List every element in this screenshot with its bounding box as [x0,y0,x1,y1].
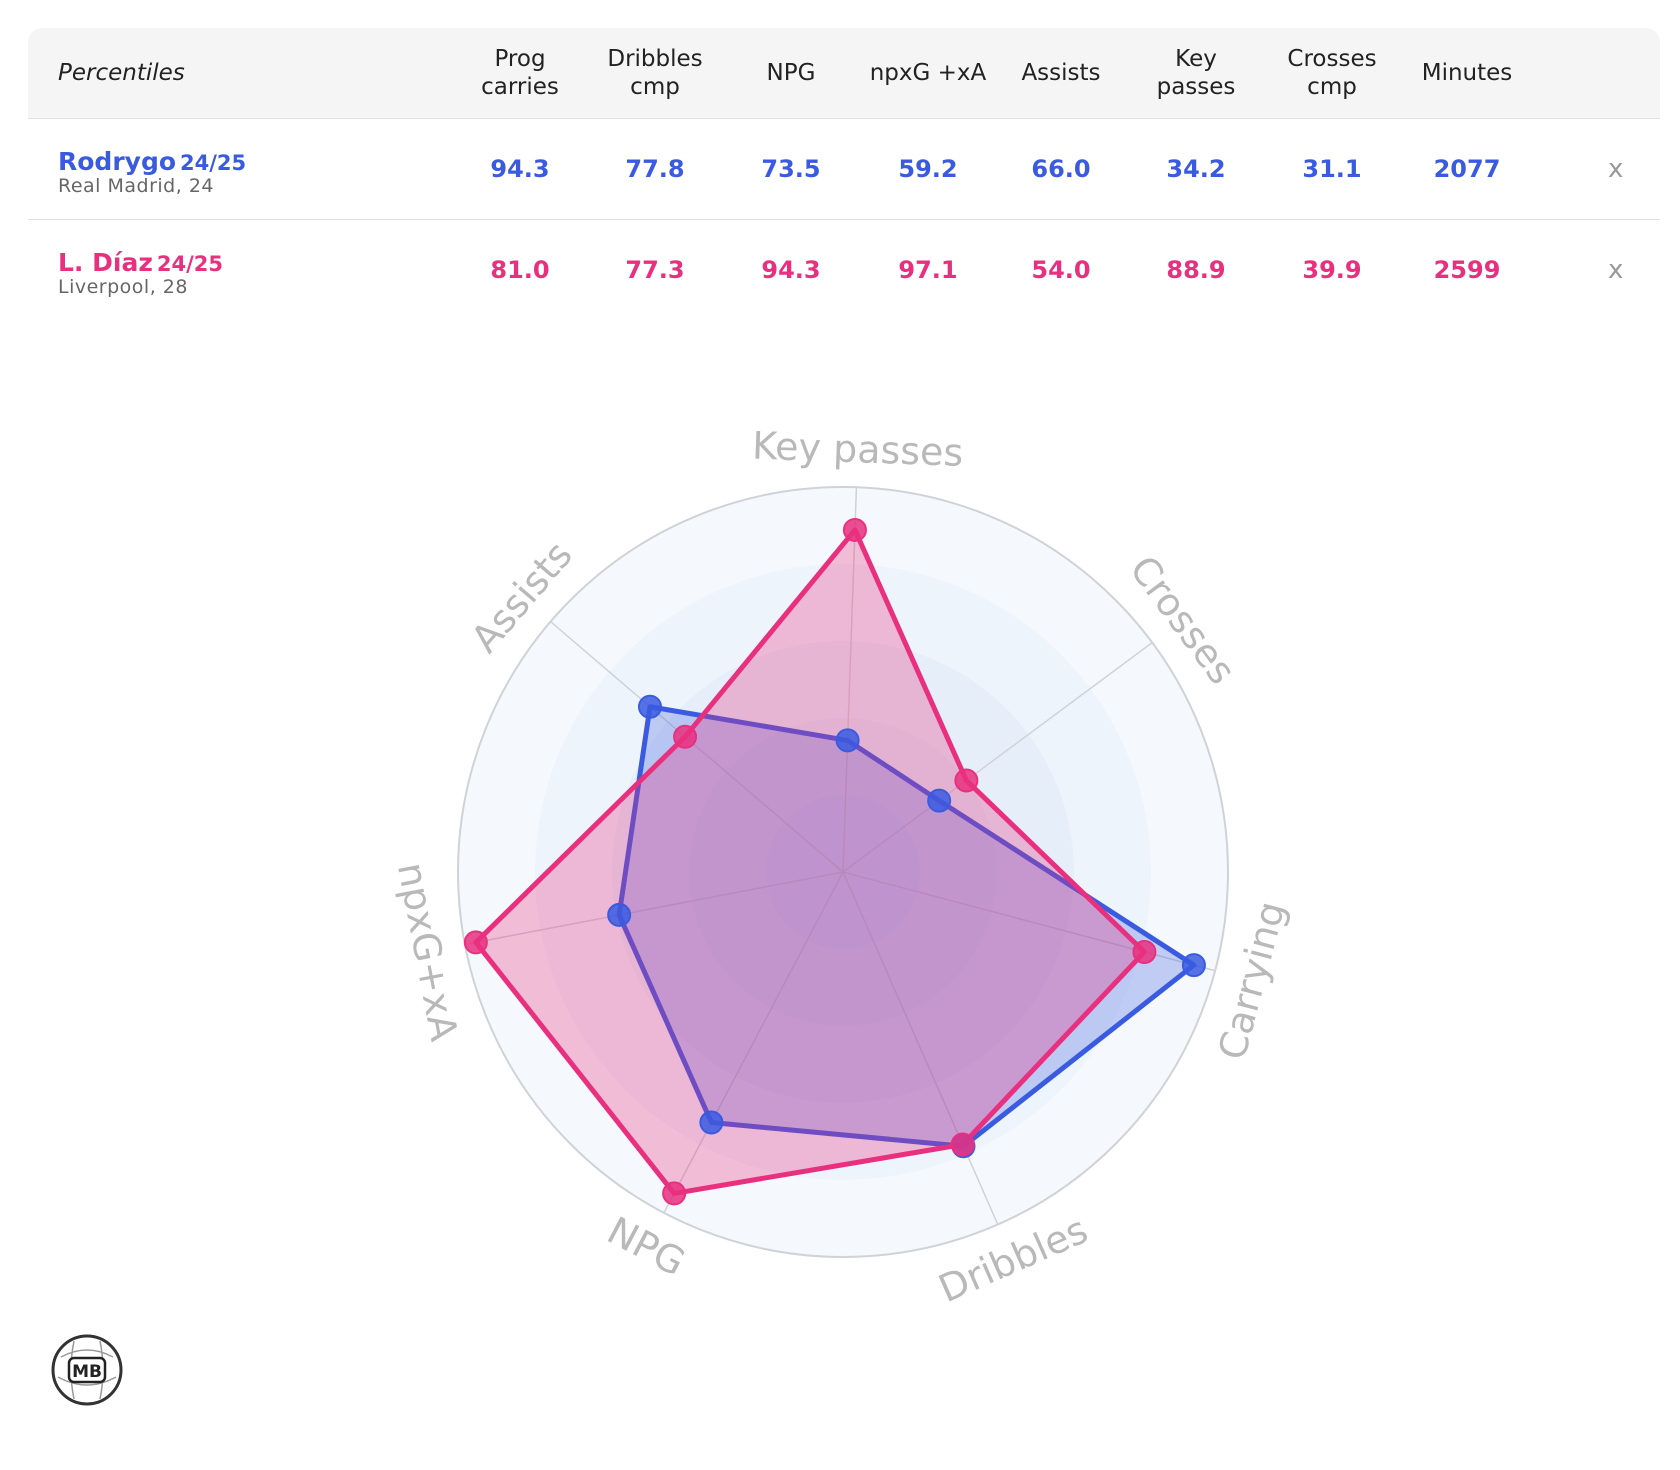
radar-spoke [842,871,999,1225]
value-dribbles-cmp: 77.3 [625,256,685,284]
header-minutes: Minutes [1421,60,1513,86]
radar-series-area [616,704,1197,1149]
value-npg: 73.5 [761,155,821,183]
radar-point[interactable] [842,517,867,542]
radar-spoke [842,487,858,873]
header-assists: Assists [1021,60,1101,86]
value-npxg-xa: 97.1 [898,256,958,284]
logo-badge [67,1356,107,1384]
header-dribbles-cmp: Dribbles cmp [607,46,703,100]
radar-point[interactable] [637,694,662,719]
header-crosses-cmp: Crosses cmp [1287,46,1377,100]
radar-spoke [842,642,1153,873]
header-percentiles: Percentiles [58,60,185,86]
radar-point[interactable] [463,930,488,955]
value-npxg-xa: 59.2 [898,155,958,183]
player-club: Real Madrid, 24 [58,175,215,197]
radar-point[interactable] [1132,939,1157,964]
radar-point[interactable] [699,1110,724,1135]
radar-axis-label: npxG+xA [389,859,466,1045]
value-npg: 94.3 [761,256,821,284]
logo-text: MB [72,1362,102,1382]
player-row-rodrygo: Rodrygo 24/25 Real Madrid, 24 94.3 77.8 7… [28,119,1660,220]
header-key-passes: Key passes [1156,46,1236,100]
radar-point[interactable] [927,788,952,813]
radar-point[interactable] [662,1181,687,1206]
table-header: Percentiles Prog carries Dribbles cmp NP… [28,28,1660,119]
radar-spoke [550,621,844,873]
value-assists: 66.0 [1031,155,1091,183]
player-name[interactable]: L. Díaz 24/25 [58,248,223,277]
value-crosses-cmp: 31.1 [1302,155,1362,183]
header-npg: NPG [766,60,816,86]
player-season: 24/25 [156,252,223,276]
radar-series [463,517,1206,1206]
remove-player-button[interactable]: x [1608,255,1624,285]
value-key-passes: 34.2 [1166,155,1226,183]
value-crosses-cmp: 39.9 [1302,256,1362,284]
player-season: 24/25 [180,151,247,175]
value-minutes: 2599 [1433,256,1501,284]
logo: MB [51,1334,123,1406]
header-prog-carries: Prog carries [481,46,559,100]
radar-spoke [663,871,844,1214]
value-minutes: 2077 [1433,155,1501,183]
radar-point[interactable] [835,728,860,753]
radar-point[interactable] [954,768,979,793]
logo-ball-lines [57,1340,117,1400]
radar-point[interactable] [607,902,632,927]
player-row-diaz: L. Díaz 24/25 Liverpool, 28 81.0 77.3 94.… [28,220,1660,320]
value-prog-carries: 94.3 [490,155,550,183]
player-name-text: Rodrygo [58,147,177,176]
value-assists: 54.0 [1031,256,1091,284]
radar-point[interactable] [1181,953,1206,978]
remove-player-button[interactable]: x [1608,154,1624,184]
player-name[interactable]: Rodrygo 24/25 [58,147,246,176]
header-npxg-xa: npxG +xA [869,60,987,86]
radar-chart: Key passesCrossesCarryingDribblesNPGnpxG… [389,424,1294,1311]
value-key-passes: 88.9 [1166,256,1226,284]
radar-point[interactable] [673,724,698,749]
radar-axis-label: Key passes [751,424,964,475]
radar-spoke [464,871,844,946]
player-club: Liverpool, 28 [58,276,188,298]
player-name-text: L. Díaz [58,248,153,277]
value-dribbles-cmp: 77.8 [625,155,685,183]
value-prog-carries: 81.0 [490,256,550,284]
percentile-table: Percentiles Prog carries Dribbles cmp NP… [28,28,1660,320]
radar-point[interactable] [950,1132,975,1157]
radar-series-area [473,527,1147,1196]
